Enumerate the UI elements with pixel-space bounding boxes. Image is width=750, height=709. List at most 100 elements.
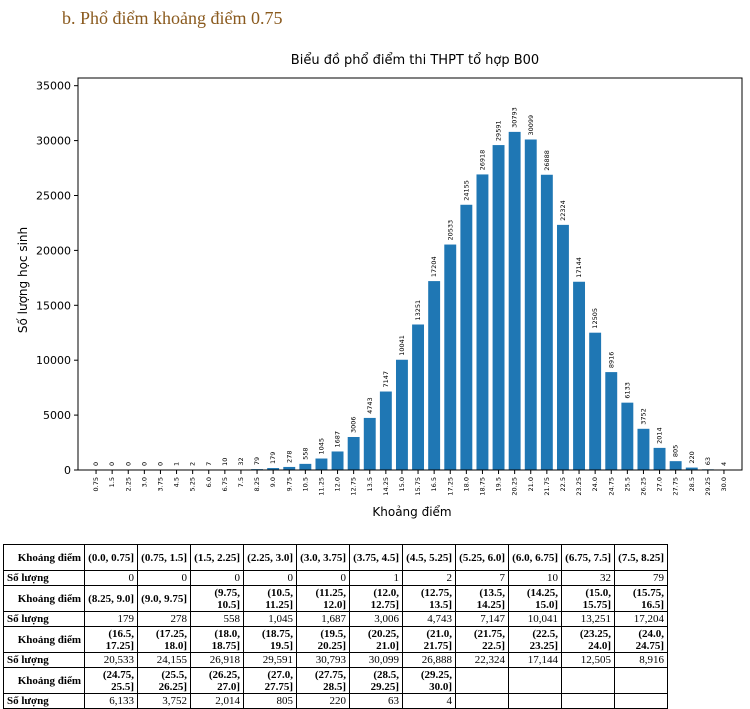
x-tick-label: 6.0 bbox=[205, 477, 213, 487]
table-cell: 2,014 bbox=[190, 693, 244, 709]
data-label: 26918 bbox=[478, 150, 486, 171]
data-label: 32 bbox=[237, 457, 245, 465]
x-tick-label: 5.25 bbox=[189, 477, 197, 491]
table-cell: (7.5, 8.25] bbox=[614, 544, 668, 571]
x-tick-label: 3.0 bbox=[140, 477, 148, 487]
table-cell: 22,324 bbox=[455, 652, 509, 668]
table-cell bbox=[561, 693, 615, 709]
bar bbox=[653, 447, 666, 470]
table-cell: (25.5, 26.25] bbox=[137, 667, 191, 694]
plot-frame bbox=[77, 77, 743, 471]
table-cell bbox=[614, 693, 668, 709]
table-cell bbox=[455, 667, 509, 694]
x-axis-label: Khoảng điểm bbox=[372, 505, 451, 519]
x-tick-label: 27.0 bbox=[656, 477, 664, 491]
table-cell: (8.25, 9.0] bbox=[84, 585, 138, 612]
bar bbox=[331, 451, 344, 470]
table-cell bbox=[508, 667, 562, 694]
table-cell: (27.75, 28.5] bbox=[296, 667, 350, 694]
table-cell: 6,133 bbox=[84, 693, 138, 709]
table-cell: (18.0, 18.75] bbox=[190, 626, 244, 653]
table-cell: (28.5, 29.25] bbox=[349, 667, 403, 694]
data-label: 30099 bbox=[527, 115, 535, 136]
data-label: 8916 bbox=[607, 352, 615, 369]
bar bbox=[589, 332, 602, 470]
table-cell: 30,099 bbox=[349, 652, 403, 668]
bar bbox=[395, 359, 408, 470]
table-cell: (0.0, 0.75] bbox=[84, 544, 138, 571]
table-cell: 63 bbox=[349, 693, 403, 709]
table-row: Số lượng 6,133 3,752 2,014 805 220 63 4 bbox=[3, 693, 668, 709]
table-cell: 20,533 bbox=[84, 652, 138, 668]
table-cell: (23.25, 24.0] bbox=[561, 626, 615, 653]
bar bbox=[605, 372, 618, 470]
table-cell: 1,687 bbox=[296, 611, 350, 627]
data-label: 0 bbox=[92, 462, 100, 466]
x-tick-label: 15.75 bbox=[414, 477, 422, 496]
bar bbox=[637, 428, 650, 470]
x-tick-label: 24.0 bbox=[591, 477, 599, 491]
table-row: Số lượng 0 0 0 0 0 1 2 7 10 32 79 bbox=[3, 570, 668, 586]
data-label: 558 bbox=[301, 447, 309, 459]
bar bbox=[476, 174, 489, 470]
bar bbox=[363, 417, 376, 470]
table-cell: 7,147 bbox=[455, 611, 509, 627]
x-tick-label: 25.5 bbox=[623, 477, 631, 491]
bar bbox=[669, 461, 682, 470]
table-cell: Số lượng bbox=[3, 693, 85, 709]
x-tick-label: 0.75 bbox=[92, 477, 100, 491]
table-cell: 0 bbox=[84, 570, 138, 586]
data-label: 179 bbox=[269, 452, 277, 464]
table-cell: (4.5, 5.25] bbox=[402, 544, 456, 571]
table-cell: (6.0, 6.75] bbox=[508, 544, 562, 571]
data-label: 29591 bbox=[495, 120, 503, 141]
data-label: 63 bbox=[704, 457, 712, 465]
table-cell: 7 bbox=[455, 570, 509, 586]
table-cell: (21.0, 21.75] bbox=[402, 626, 456, 653]
table-cell: 4 bbox=[402, 693, 456, 709]
table-cell: (27.0, 27.75] bbox=[243, 667, 297, 694]
table-cell: 0 bbox=[190, 570, 244, 586]
table-cell: (21.75, 22.5] bbox=[455, 626, 509, 653]
table-cell: (9.75, 10.5] bbox=[190, 585, 244, 612]
data-label: 10041 bbox=[398, 335, 406, 356]
bar bbox=[556, 224, 569, 470]
y-tick-label: 35000 bbox=[36, 80, 71, 93]
table-cell: 805 bbox=[243, 693, 297, 709]
bar bbox=[540, 174, 553, 470]
y-tick-label: 25000 bbox=[36, 189, 71, 202]
table-cell: 1,045 bbox=[243, 611, 297, 627]
bar bbox=[412, 324, 425, 470]
bar bbox=[685, 467, 698, 470]
x-tick-label: 9.75 bbox=[285, 477, 293, 491]
data-label: 1 bbox=[173, 462, 181, 466]
table-cell: 17,144 bbox=[508, 652, 562, 668]
x-tick-label: 24.75 bbox=[607, 477, 615, 496]
table-row: Khoảng điểm (16.5, 17.25] (17.25, 18.0] (18… bbox=[3, 626, 668, 653]
bar bbox=[524, 139, 537, 471]
data-label: 2014 bbox=[656, 427, 664, 444]
table-cell: 8,916 bbox=[614, 652, 668, 668]
x-tick-label: 27.75 bbox=[672, 477, 680, 496]
bar bbox=[315, 458, 328, 470]
table-cell: (6.75, 7.5] bbox=[561, 544, 615, 571]
table-row: Khoảng điểm (8.25, 9.0] (9.0, 9.75] (9.75, … bbox=[3, 585, 668, 612]
table-cell: (19.5, 20.25] bbox=[296, 626, 350, 653]
table-cell: 0 bbox=[137, 570, 191, 586]
table-row: Số lượng 20,533 24,155 26,918 29,591 30,793 30… bbox=[3, 652, 668, 668]
bar bbox=[621, 402, 634, 470]
data-label: 6133 bbox=[623, 382, 631, 399]
heading: b. Phổ điểm khoảng điểm 0.75 bbox=[62, 8, 283, 28]
x-tick-label: 10.5 bbox=[301, 477, 309, 491]
table-cell: Khoảng điểm bbox=[3, 585, 85, 612]
data-label: 20533 bbox=[446, 220, 454, 241]
x-tick-label: 30.0 bbox=[720, 477, 728, 491]
table-cell: (18.75, 19.5] bbox=[243, 626, 297, 653]
data-label: 26888 bbox=[543, 150, 551, 171]
table-cell: 220 bbox=[296, 693, 350, 709]
table-cell: Khoảng điểm bbox=[3, 544, 85, 571]
data-label: 1687 bbox=[334, 431, 342, 448]
table-row: Khoảng điểm (24.75, 25.5] (25.5, 26.25] (26… bbox=[3, 667, 668, 694]
x-tick-label: 13.5 bbox=[366, 477, 374, 491]
